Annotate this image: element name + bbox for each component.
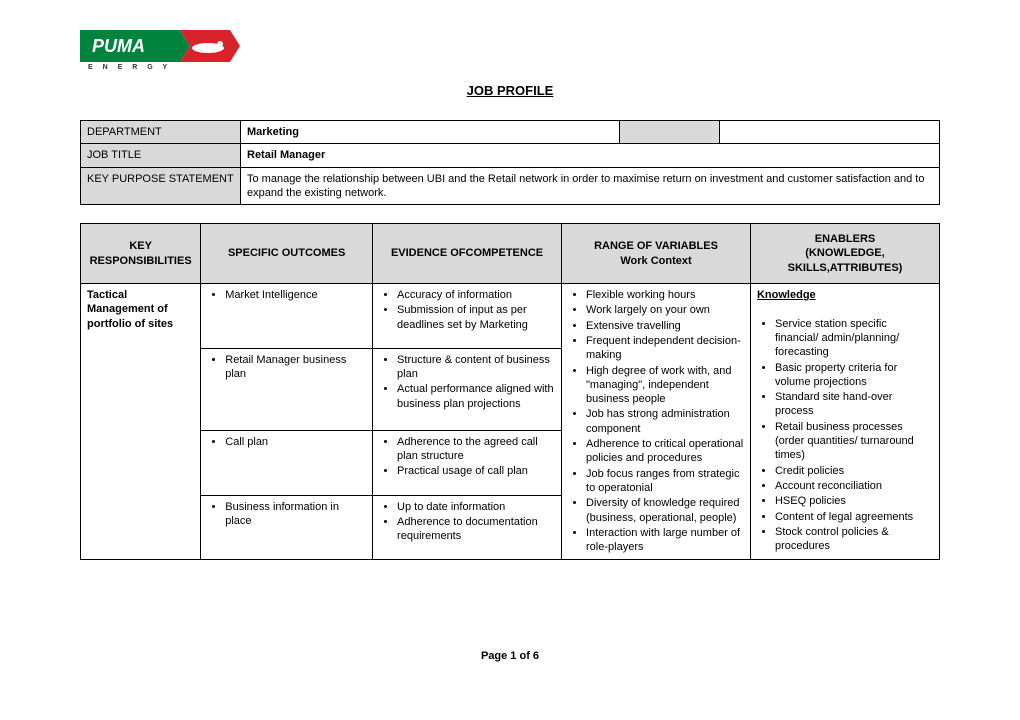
evidence-cell: Adherence to the agreed call plan struct…: [373, 430, 562, 495]
list-item: High degree of work with, and "managing"…: [586, 364, 744, 407]
list-item: Submission of input as per deadlines set…: [397, 303, 555, 332]
list-item: Call plan: [225, 435, 366, 449]
logo: PUMA E N E R G Y: [80, 30, 940, 71]
purpose-label: KEY PURPOSE STATEMENT: [81, 167, 241, 205]
list-item: Diversity of knowledge required (busines…: [586, 496, 744, 525]
logo-subtext: E N E R G Y: [88, 64, 940, 71]
enablers-heading: Knowledge: [757, 289, 816, 301]
list-item: Business information in place: [225, 500, 366, 529]
list-item: Accuracy of information: [397, 288, 555, 302]
outcome-cell: Call plan: [201, 430, 373, 495]
list-item: Basic property criteria for volume proje…: [775, 361, 933, 390]
page-title: JOB PROFILE: [80, 83, 940, 98]
list-item: Practical usage of call plan: [397, 464, 555, 478]
list-item: Credit policies: [775, 464, 933, 478]
list-item: Interaction with large number of role-pl…: [586, 526, 744, 555]
outcome-cell: Business information in place: [201, 495, 373, 560]
list-item: Adherence to documentation requirements: [397, 515, 555, 544]
evidence-cell: Up to date information Adherence to docu…: [373, 495, 562, 560]
list-item: Account reconciliation: [775, 479, 933, 493]
title-label: JOB TITLE: [81, 144, 241, 167]
key-resp-cell: Tactical Management of portfolio of site…: [81, 284, 201, 560]
list-item: Actual performance aligned with business…: [397, 382, 555, 411]
empty-cell: [720, 121, 940, 144]
list-item: Adherence to critical operational polici…: [586, 437, 744, 466]
list-item: Adherence to the agreed call plan struct…: [397, 435, 555, 464]
th-range: RANGE OF VARIABLESWork Context: [562, 224, 751, 284]
th-key: KEY RESPONSIBILITIES: [81, 224, 201, 284]
outcome-cell: Retail Manager business plan: [201, 348, 373, 430]
th-enablers: ENABLERS(KNOWLEDGE, SKILLS,ATTRIBUTES): [750, 224, 939, 284]
table-header-row: KEY RESPONSIBILITIES SPECIFIC OUTCOMES E…: [81, 224, 940, 284]
list-item: Market Intelligence: [225, 288, 366, 302]
list-item: Stock control policies & procedures: [775, 525, 933, 554]
evidence-cell: Structure & content of business plan Act…: [373, 348, 562, 430]
range-cell: Flexible working hoursWork largely on yo…: [562, 284, 751, 560]
th-evidence: EVIDENCE OFCOMPETENCE: [373, 224, 562, 284]
dept-value: Marketing: [241, 121, 620, 144]
svg-text:PUMA: PUMA: [92, 36, 145, 56]
main-table: KEY RESPONSIBILITIES SPECIFIC OUTCOMES E…: [80, 223, 940, 560]
list-item: Work largely on your own: [586, 303, 744, 317]
list-item: Job has strong administration component: [586, 407, 744, 436]
list-item: Structure & content of business plan: [397, 353, 555, 382]
list-item: Frequent independent decision-making: [586, 334, 744, 363]
outcome-cell: Market Intelligence: [201, 284, 373, 349]
page-footer: Page 1 of 6: [80, 650, 940, 662]
enablers-cell: Knowledge Service station specific finan…: [750, 284, 939, 560]
list-item: Retail Manager business plan: [225, 353, 366, 382]
table-row: KEY PURPOSE STATEMENT To manage the rela…: [81, 167, 940, 205]
list-item: Extensive travelling: [586, 319, 744, 333]
table-row: JOB TITLE Retail Manager: [81, 144, 940, 167]
title-value: Retail Manager: [241, 144, 940, 167]
evidence-cell: Accuracy of information Submission of in…: [373, 284, 562, 349]
list-item: Retail business processes (order quantit…: [775, 420, 933, 463]
header-table: DEPARTMENT Marketing JOB TITLE Retail Ma…: [80, 120, 940, 205]
table-row: DEPARTMENT Marketing: [81, 121, 940, 144]
list-item: Flexible working hours: [586, 288, 744, 302]
th-outcomes: SPECIFIC OUTCOMES: [201, 224, 373, 284]
list-item: Up to date information: [397, 500, 555, 514]
list-item: HSEQ policies: [775, 494, 933, 508]
table-row: Tactical Management of portfolio of site…: [81, 284, 940, 349]
empty-grey: [620, 121, 720, 144]
list-item: Content of legal agreements: [775, 510, 933, 524]
list-item: Service station specific financial/ admi…: [775, 317, 933, 360]
list-item: Standard site hand-over process: [775, 390, 933, 419]
dept-label: DEPARTMENT: [81, 121, 241, 144]
purpose-value: To manage the relationship between UBI a…: [241, 167, 940, 205]
list-item: Job focus ranges from strategic to opera…: [586, 467, 744, 496]
